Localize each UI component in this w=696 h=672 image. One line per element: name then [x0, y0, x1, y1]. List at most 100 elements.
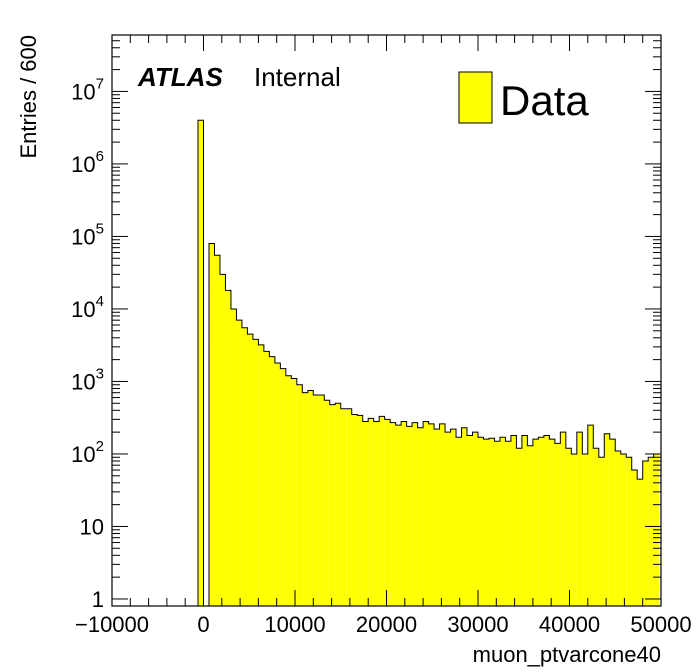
histogram-bar: [252, 339, 259, 606]
histogram-bar: [593, 448, 599, 606]
histogram-bar: [461, 427, 468, 606]
histogram-bar: [269, 356, 275, 606]
legend-swatch: [458, 71, 493, 124]
histogram-bar: [642, 460, 649, 606]
histogram-bar: [241, 327, 248, 606]
histogram-bar: [379, 416, 385, 606]
histogram-bar: [291, 378, 297, 606]
x-axis-title: muon_ptvarcone40: [473, 642, 661, 667]
histogram-bar: [505, 441, 511, 606]
histogram-bar: [225, 290, 231, 606]
histogram-bar: [340, 408, 347, 606]
histogram-outline-layer: [197, 119, 660, 606]
histogram-bar: [483, 439, 489, 606]
atlas-label: ATLAS: [137, 62, 223, 92]
histogram-bar: [456, 437, 462, 606]
legend-label: Data: [500, 77, 589, 124]
histogram-bar: [406, 426, 413, 606]
histogram-bar: [510, 435, 517, 606]
histogram-bar: [395, 425, 402, 606]
histogram-bar: [445, 432, 451, 606]
histogram-bar: [368, 418, 374, 606]
histogram-bar: [428, 423, 435, 606]
histogram-bar: [263, 351, 270, 606]
y-tick-label: 104: [71, 293, 104, 322]
histogram-bar: [620, 453, 627, 606]
histogram-bar: [401, 421, 407, 606]
internal-label: Internal: [254, 62, 341, 92]
x-tick-label: 0: [197, 612, 209, 637]
histogram-bar: [472, 432, 478, 606]
histogram-bar: [434, 429, 440, 606]
histogram-bar: [494, 441, 500, 606]
histogram-bar: [258, 344, 264, 606]
histogram-bar: [450, 429, 457, 606]
x-tick-label: 20000: [356, 612, 417, 637]
histogram-bar: [543, 435, 550, 606]
histogram-bar: [357, 415, 363, 606]
histogram-bar: [236, 320, 242, 606]
histogram-bar: [324, 400, 330, 606]
histogram-bar: [609, 439, 616, 606]
histogram-bar: [499, 437, 506, 606]
axis-ticks: [111, 34, 662, 606]
histogram-bar: [439, 423, 446, 606]
histogram-bar: [478, 437, 484, 606]
y-tick-label: 102: [71, 438, 104, 467]
histogram-bar: [390, 422, 396, 606]
histogram-bar: [313, 395, 319, 606]
histogram-bar: [467, 435, 473, 606]
histogram-bar: [565, 448, 572, 606]
x-tick-label: −10000: [75, 612, 149, 637]
histogram-bar: [516, 448, 522, 606]
histogram-bar: [219, 274, 226, 606]
histogram-bar: [198, 120, 204, 607]
histogram-bar: [521, 435, 528, 606]
histogram-bar: [274, 362, 281, 606]
histogram-bar: [285, 375, 292, 606]
x-tick-label: 50000: [630, 612, 691, 637]
histogram-bar: [604, 433, 610, 606]
histogram-bar: [302, 392, 308, 606]
histogram-bar: [488, 438, 495, 606]
histogram-bar: [307, 390, 314, 606]
histogram-outline: [197, 119, 660, 606]
histogram-bar: [615, 450, 621, 606]
histogram-bar: [626, 457, 632, 606]
histogram-bar: [549, 439, 555, 606]
x-tick-label: 30000: [447, 612, 508, 637]
histogram-bar: [318, 395, 325, 606]
histogram-bar: [280, 368, 286, 606]
histogram-bar: [598, 457, 605, 606]
histogram-bar: [247, 334, 253, 606]
histogram-bar: [532, 439, 539, 606]
y-tick-label: 1: [92, 587, 104, 612]
histogram-bar: [214, 255, 220, 606]
x-tick-labels: −10000 0 10000 20000 30000 40000 50000: [75, 612, 692, 637]
histogram-bar: [373, 421, 380, 606]
histogram-bar: [576, 432, 583, 606]
histogram-bar: [384, 419, 391, 606]
x-tick-label: 10000: [264, 612, 325, 637]
histogram-bar: [351, 414, 358, 606]
histogram-bar: [648, 457, 654, 606]
histogram-bars: [198, 120, 660, 607]
histogram-bar: [554, 443, 561, 606]
histogram-bar: [527, 445, 533, 606]
y-tick-label: 103: [71, 365, 104, 394]
histogram-bar: [417, 427, 424, 606]
histogram-bar: [637, 479, 643, 606]
histogram-bar: [296, 384, 303, 606]
histogram-bar: [423, 421, 429, 606]
histogram-bar: [362, 421, 369, 606]
x-tick-label: 40000: [539, 612, 600, 637]
histogram-bar: [346, 408, 352, 606]
histogram-bar: [631, 470, 638, 606]
histogram-bar: [230, 308, 237, 606]
histogram-bar: [208, 243, 215, 606]
histogram-bar: [560, 432, 566, 606]
y-tick-label: 107: [71, 75, 104, 104]
histogram-bar: [582, 453, 588, 606]
y-tick-labels: 1 10 102 103 104 105 106 107: [71, 75, 104, 612]
